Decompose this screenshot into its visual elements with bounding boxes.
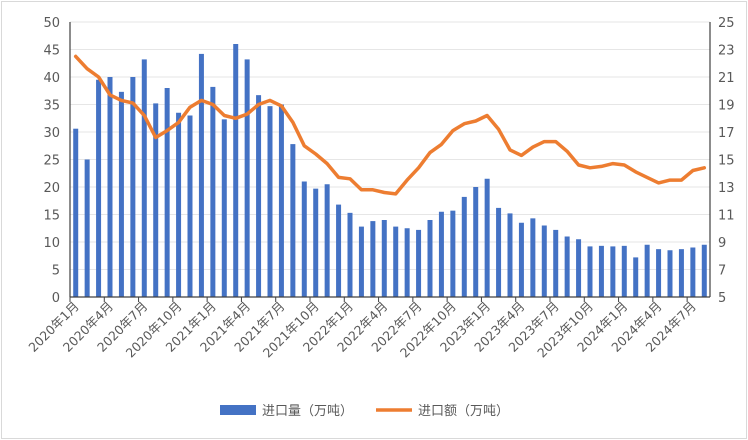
y-right-tick-label: 25 — [718, 16, 735, 31]
y-right-tick-label: 13 — [718, 181, 735, 196]
bar — [358, 226, 364, 297]
bar — [256, 95, 262, 298]
bar — [221, 119, 227, 297]
legend-label: 进口额（万吨） — [418, 404, 509, 419]
bar — [130, 77, 136, 297]
bar — [153, 103, 159, 298]
y-left-tick-label: 5 — [52, 264, 60, 279]
bar — [301, 181, 307, 297]
bar — [107, 77, 113, 297]
bar — [541, 225, 547, 297]
bar — [393, 226, 399, 297]
bar — [73, 128, 79, 297]
bar — [656, 249, 662, 297]
bar — [587, 246, 593, 297]
legend-bar-swatch — [220, 405, 256, 415]
bar — [633, 257, 639, 297]
bar — [313, 188, 319, 297]
bar — [370, 221, 376, 297]
bar — [507, 213, 513, 297]
bar — [530, 218, 536, 297]
bar — [621, 245, 627, 297]
bar — [576, 239, 582, 297]
bar — [644, 244, 650, 297]
y-left-tick-label: 30 — [43, 126, 60, 141]
bar — [336, 204, 342, 297]
y-right-tick-label: 11 — [718, 209, 735, 224]
y-left-tick-label: 15 — [43, 209, 60, 224]
bar — [210, 86, 216, 298]
bar — [473, 187, 479, 297]
bar — [118, 91, 124, 297]
bar — [84, 159, 90, 297]
bar — [347, 212, 353, 297]
bar — [667, 250, 673, 297]
bar — [233, 44, 239, 297]
bar — [496, 207, 502, 297]
y-right-tick-label: 23 — [718, 44, 735, 59]
bar — [553, 229, 559, 297]
y-right-tick-label: 7 — [718, 264, 726, 279]
y-left-tick-label: 20 — [43, 181, 60, 196]
bar — [198, 53, 204, 298]
y-right-tick-label: 17 — [718, 126, 735, 141]
bar — [416, 229, 422, 297]
y-left-tick-label: 0 — [52, 291, 60, 306]
y-right-tick-label: 9 — [718, 236, 726, 251]
y-left-tick-label: 25 — [43, 154, 60, 169]
bar — [461, 196, 467, 297]
bar — [96, 79, 102, 297]
bar — [678, 249, 684, 297]
y-left-tick-label: 50 — [43, 16, 60, 31]
bar — [187, 115, 193, 297]
bar — [164, 88, 170, 297]
bar — [427, 220, 433, 297]
bar — [278, 104, 284, 297]
y-right-tick-label: 15 — [718, 154, 735, 169]
y-left-tick-label: 45 — [43, 44, 60, 59]
bar — [176, 112, 182, 297]
bar — [564, 236, 570, 297]
y-left-tick-label: 10 — [43, 236, 60, 251]
bar — [518, 222, 524, 297]
bar — [324, 184, 330, 297]
bar — [244, 59, 250, 298]
y-left-tick-label: 40 — [43, 71, 60, 86]
y-right-tick-label: 19 — [718, 99, 735, 114]
bar — [438, 211, 444, 297]
bar — [290, 144, 296, 297]
legend-label: 进口量（万吨） — [262, 404, 353, 419]
bar — [484, 178, 490, 297]
y-left-tick-label: 35 — [43, 99, 60, 114]
y-right-tick-label: 21 — [718, 71, 735, 86]
bar — [690, 247, 696, 297]
bar — [404, 228, 410, 297]
bar — [610, 246, 616, 297]
bar — [381, 220, 387, 297]
bar — [598, 245, 604, 297]
line-series — [73, 54, 707, 196]
bar — [450, 210, 456, 297]
bar — [701, 244, 707, 297]
bar — [141, 59, 147, 298]
bar — [267, 106, 273, 298]
y-right-tick-label: 5 — [718, 291, 726, 306]
